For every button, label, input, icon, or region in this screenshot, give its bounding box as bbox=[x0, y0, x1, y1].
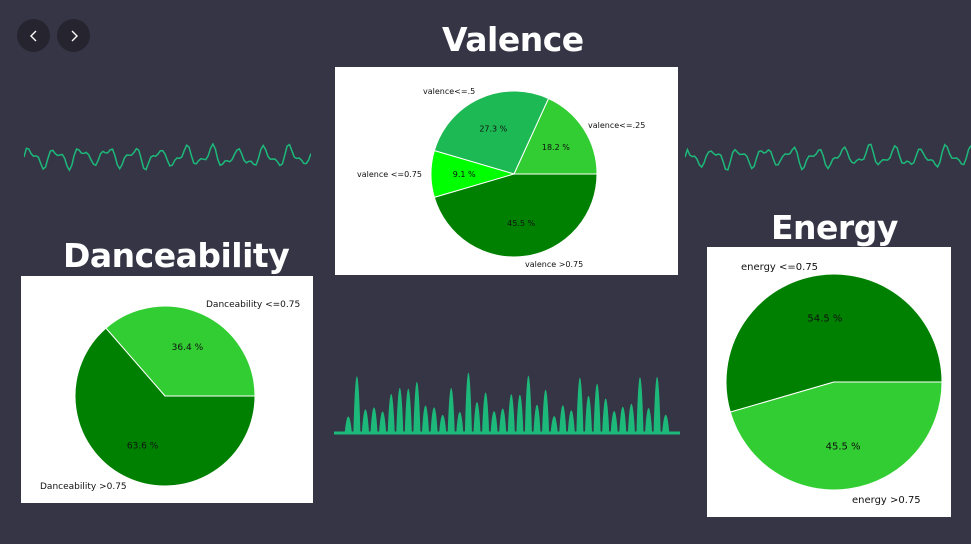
energy-category-label-1: energy >0.75 bbox=[852, 495, 921, 506]
energy-category-label-0: energy <=0.75 bbox=[741, 262, 818, 273]
valence-pie-chart: 18.2 % valence<=.25 27.3 % valence<=.5 9.1 %… bbox=[357, 87, 645, 269]
valence-pct-label-2: 9.1 % bbox=[453, 170, 476, 179]
danceability-heading: Danceability bbox=[63, 236, 290, 275]
valence-pct-label-3: 45.5 % bbox=[507, 219, 535, 228]
energy-heading: Energy bbox=[771, 208, 898, 247]
next-slide-button[interactable] bbox=[57, 19, 90, 52]
danceability-category-label-0: Danceability <=0.75 bbox=[206, 300, 300, 310]
valence-pct-label-0: 18.2 % bbox=[542, 143, 570, 152]
valence-category-label-2: valence <=0.75 bbox=[357, 170, 422, 179]
previous-slide-button[interactable] bbox=[17, 19, 50, 52]
right-waveform-decoration bbox=[685, 143, 971, 171]
valence-slice-1 bbox=[433, 90, 550, 175]
danceability-slice-1 bbox=[74, 327, 256, 487]
center-spectrum-decoration bbox=[334, 373, 680, 435]
danceability-category-label-1: Danceability >0.75 bbox=[40, 482, 127, 492]
valence-category-label-0: valence<=.25 bbox=[588, 121, 645, 130]
valence-category-label-3: valence >0.75 bbox=[525, 260, 583, 269]
valence-category-label-1: valence<=.5 bbox=[423, 87, 475, 96]
energy-pie-chart: 54.5 % energy <=0.75 45.5 % energy >0.75 bbox=[725, 262, 943, 506]
energy-slice-1 bbox=[729, 381, 943, 491]
danceability-chart-panel: 36.4 % Danceability <=0.75 63.6 % Danceabil… bbox=[21, 276, 313, 503]
chevron-left-icon bbox=[29, 30, 36, 41]
left-waveform-decoration bbox=[24, 142, 311, 172]
energy-pct-label-1: 45.5 % bbox=[826, 442, 861, 453]
energy-chart-panel: 54.5 % energy <=0.75 45.5 % energy >0.75 bbox=[707, 247, 951, 517]
danceability-pct-label-1: 63.6 % bbox=[127, 441, 159, 451]
valence-chart-panel: 18.2 % valence<=.25 27.3 % valence<=.5 9.1 %… bbox=[335, 67, 678, 275]
energy-slice-0 bbox=[725, 273, 943, 413]
danceability-slice-0 bbox=[105, 305, 256, 397]
chevron-right-icon bbox=[71, 30, 78, 41]
valence-slice-3 bbox=[433, 173, 598, 258]
energy-pct-label-0: 54.5 % bbox=[807, 313, 842, 324]
danceability-pie-chart: 36.4 % Danceability <=0.75 63.6 % Danceabil… bbox=[40, 300, 300, 492]
danceability-pct-label-0: 36.4 % bbox=[172, 343, 204, 353]
valence-pct-label-1: 27.3 % bbox=[479, 125, 507, 134]
valence-heading: Valence bbox=[442, 20, 584, 59]
valence-slice-0 bbox=[513, 97, 598, 175]
